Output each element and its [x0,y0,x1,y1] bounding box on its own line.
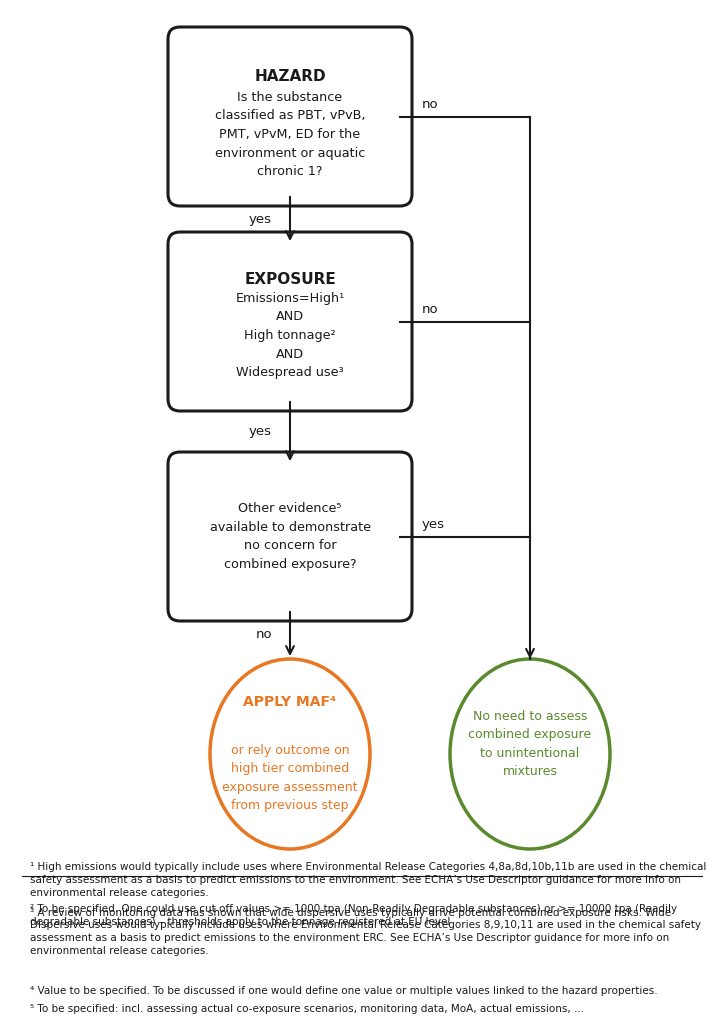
FancyBboxPatch shape [168,27,412,206]
Ellipse shape [450,659,610,849]
Text: yes: yes [249,425,272,438]
Text: ⁴ Value to be specified. To be discussed if one would define one value or multip: ⁴ Value to be specified. To be discussed… [30,985,657,995]
FancyBboxPatch shape [168,232,412,411]
Text: No need to assess
combined exposure
to unintentional
mixtures: No need to assess combined exposure to u… [468,710,592,778]
Text: APPLY MAF⁴: APPLY MAF⁴ [243,695,337,709]
Text: HAZARD: HAZARD [254,69,326,84]
Text: Other evidence⁵
available to demonstrate
no concern for
combined exposure?: Other evidence⁵ available to demonstrate… [209,502,371,570]
Text: EXPOSURE: EXPOSURE [244,272,336,287]
Text: no: no [422,98,439,111]
Text: yes: yes [422,518,445,531]
Text: yes: yes [249,213,272,225]
Ellipse shape [210,659,370,849]
Text: no: no [256,628,272,640]
Text: ² To be specified. One could use cut off values >= 1000 tpa (Non-Readily Degrada: ² To be specified. One could use cut off… [30,904,677,927]
Text: ³ A review of monitoring data has shown that wide dispersive uses typically driv: ³ A review of monitoring data has shown … [30,907,701,956]
Text: ⁵ To be specified: incl. assessing actual co-exposure scenarios, monitoring data: ⁵ To be specified: incl. assessing actua… [30,1004,584,1014]
Text: Is the substance
classified as PBT, vPvB,
PMT, vPvM, ED for the
environment or a: Is the substance classified as PBT, vPvB… [215,91,365,178]
Text: ¹ High emissions would typically include uses where Environmental Release Catego: ¹ High emissions would typically include… [30,862,707,898]
Text: no: no [422,303,439,316]
Text: Emissions=High¹
AND
High tonnage²
AND
Widespread use³: Emissions=High¹ AND High tonnage² AND Wi… [235,292,345,379]
Text: or rely outcome on
high tier combined
exposure assessment
from previous step: or rely outcome on high tier combined ex… [222,743,358,812]
FancyBboxPatch shape [168,452,412,621]
